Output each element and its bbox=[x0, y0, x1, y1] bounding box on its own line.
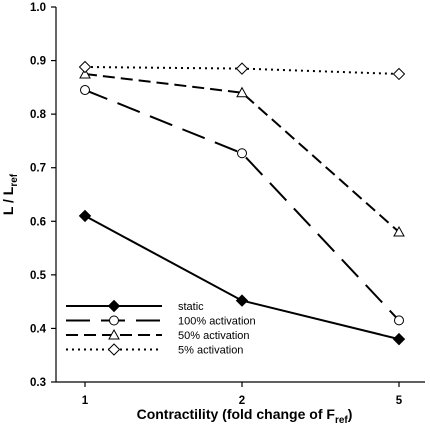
x-axis-title-close: ) bbox=[348, 406, 353, 422]
series-line bbox=[84, 89, 400, 322]
series-0 bbox=[78, 209, 406, 346]
y-tick-label: 0.4 bbox=[30, 323, 47, 335]
y-tick-label: 0.8 bbox=[30, 109, 47, 121]
data-point bbox=[237, 148, 247, 159]
legend-item: 5% activation bbox=[66, 343, 243, 357]
data-point bbox=[236, 86, 248, 98]
x-tick-label: 1 bbox=[82, 395, 89, 407]
y-ticks: 0.3 0.4 0.5 0.6 0.7 0.8 0.9 1.0 bbox=[30, 2, 56, 389]
x-axis-title: Contractility (fold change of Fref) bbox=[137, 406, 353, 426]
series-layer bbox=[78, 60, 406, 346]
y-tick-label: 0.3 bbox=[30, 377, 46, 389]
legend-label: 100% activation bbox=[178, 316, 256, 328]
y-axis-title-sub: ref bbox=[9, 173, 20, 186]
data-point bbox=[78, 209, 92, 223]
y-tick-label: 1.0 bbox=[30, 2, 46, 14]
y-tick-label: 0.6 bbox=[30, 216, 46, 228]
y-tick-label: 0.5 bbox=[30, 270, 47, 282]
y-axis-title: L / Lref bbox=[0, 173, 20, 215]
legend-marker bbox=[108, 328, 120, 340]
data-point bbox=[392, 332, 406, 346]
data-point bbox=[78, 60, 92, 74]
series-2 bbox=[79, 67, 405, 237]
data-point bbox=[393, 225, 405, 237]
legend-item: static bbox=[66, 299, 204, 313]
y-tick-label: 0.7 bbox=[30, 163, 46, 175]
legend-item: 50% activation bbox=[66, 328, 250, 342]
x-tick-label: 5 bbox=[396, 395, 403, 407]
x-axis-title-main: Contractility (fold change of F bbox=[137, 406, 336, 422]
legend-item: 100% activation bbox=[66, 315, 256, 328]
data-point bbox=[392, 67, 406, 81]
x-ticks: 1 2 5 bbox=[82, 382, 403, 407]
legend-marker bbox=[107, 299, 121, 313]
x-axis-title-sub: ref bbox=[335, 415, 348, 426]
y-tick-label: 0.9 bbox=[30, 56, 46, 68]
legend-marker bbox=[109, 315, 119, 326]
series-3 bbox=[78, 60, 406, 81]
x-tick-label: 2 bbox=[239, 395, 245, 407]
data-point bbox=[235, 294, 249, 307]
legend-marker bbox=[107, 343, 121, 356]
data-point bbox=[394, 315, 404, 326]
series-1 bbox=[80, 85, 404, 326]
axes bbox=[55, 7, 425, 383]
y-axis-title-main: L / L bbox=[0, 186, 16, 215]
data-point bbox=[79, 67, 91, 79]
legend-label: 5% activation bbox=[178, 345, 243, 357]
legend: static 100% activation 50% activation 5% ac… bbox=[66, 299, 256, 357]
data-point bbox=[80, 85, 90, 96]
series-line bbox=[84, 72, 400, 233]
legend-label: 50% activation bbox=[178, 330, 250, 342]
data-point bbox=[235, 62, 249, 75]
legend-label: static bbox=[178, 301, 204, 313]
